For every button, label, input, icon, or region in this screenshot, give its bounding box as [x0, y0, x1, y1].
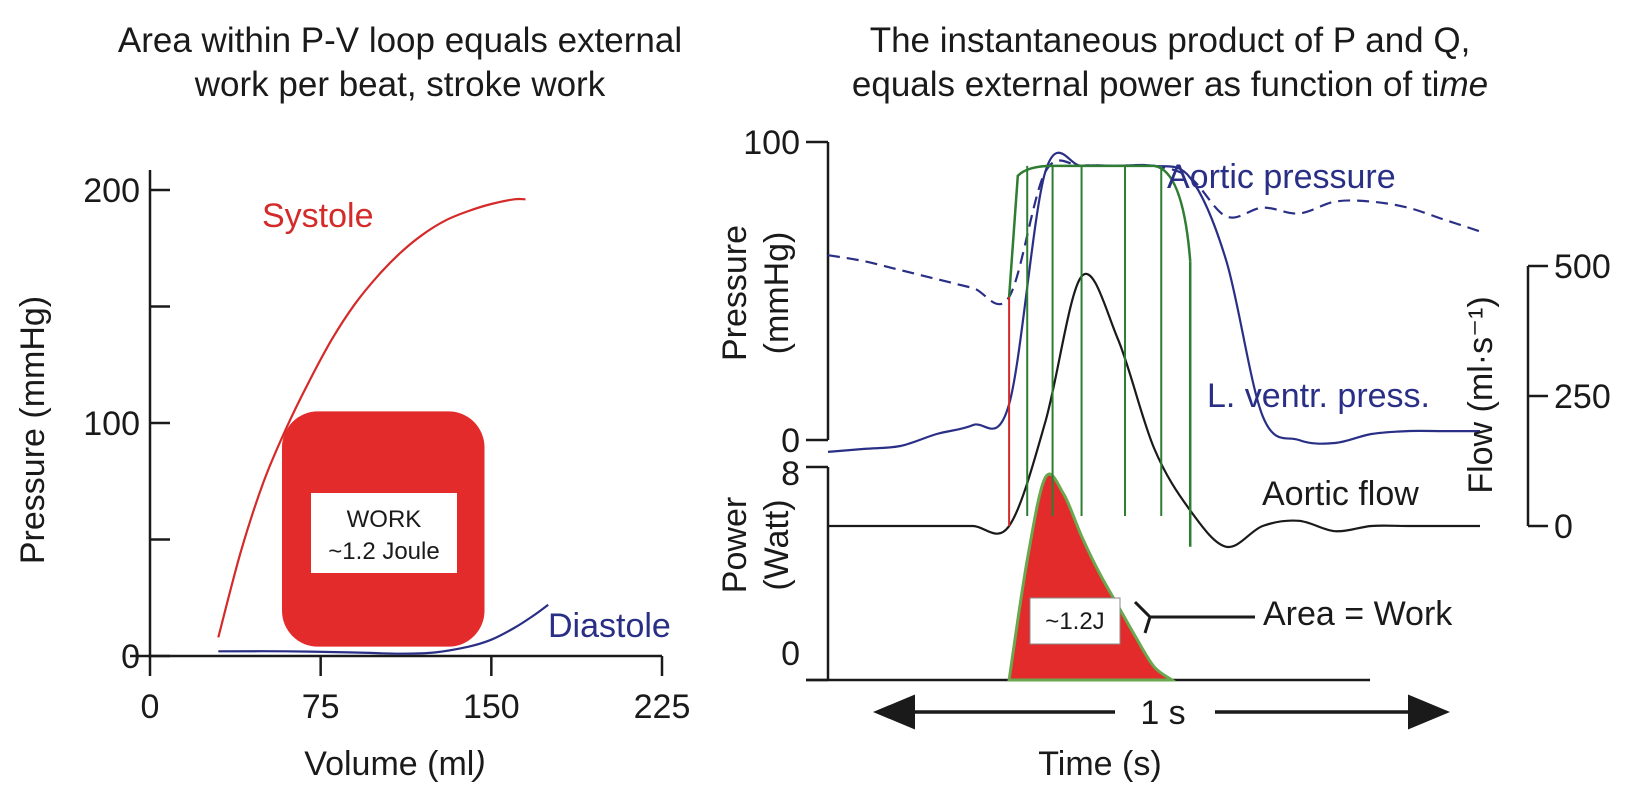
pv-x-tick-label: 150 — [463, 688, 520, 726]
power-value-box: ~1.2J — [1029, 597, 1121, 645]
label-aortic-pressure: Aortic pressure — [1167, 158, 1396, 196]
pv-ticks: 0 100 200 0 75 150 225 — [83, 172, 690, 726]
diastole-line — [218, 603, 549, 655]
power-y-tick-label: 8 — [781, 455, 800, 493]
label-lv-pressure: L. ventr. press. — [1207, 377, 1430, 415]
work-label-line1: WORK — [347, 506, 422, 533]
power-area-fill — [1007, 472, 1177, 682]
flow-y-tick-label: 0 — [1554, 508, 1573, 546]
pv-x-tick-label: 225 — [634, 688, 691, 726]
pv-y-tick-label: 100 — [83, 405, 140, 443]
flow-y-tick-label: 500 — [1554, 248, 1611, 286]
pv-title-line2: work per beat, stroke work — [194, 65, 606, 104]
systole-line — [217, 197, 526, 638]
work-label-line2: ~1.2 Joule — [328, 538, 439, 565]
pv-xlabel: Volume (ml) — [304, 745, 485, 783]
pv-ylabel: Pressure (mmHg) — [14, 296, 52, 564]
time-xlabel: Time (s) — [1038, 745, 1161, 783]
duration-label: 1 s — [1140, 694, 1185, 732]
pq-title-line2: equals external power as function of tim… — [852, 65, 1488, 104]
power-ylabel-line1: Power — [716, 497, 754, 593]
flow-ylabel: Flow (ml·s⁻¹) — [1462, 296, 1500, 493]
flow-y-tick-label: 250 — [1554, 378, 1611, 416]
pv-y-tick-label: 200 — [83, 172, 140, 210]
aortic-flow-line — [828, 272, 1480, 548]
pressure-y-tick-label: 0 — [781, 422, 800, 460]
pv-x-tick-label: 0 — [141, 688, 160, 726]
pv-title-line1: Area within P-V loop equals external — [118, 21, 682, 60]
label-area-work: Area = Work — [1263, 595, 1453, 633]
pq-lines — [827, 151, 1481, 548]
pressure-ylabel: Pressure (mmHg) — [716, 225, 796, 361]
power-value-label: ~1.2J — [1045, 608, 1104, 635]
pv-axes — [130, 170, 662, 658]
power-ylabel: Power (Watt) — [716, 497, 796, 593]
power-y-tick-label: 0 — [781, 635, 800, 673]
area-work-pointer — [1133, 600, 1255, 634]
pv-y-tick-label: 0 — [121, 638, 140, 676]
label-aortic-flow: Aortic flow — [1262, 475, 1419, 513]
pv-lines — [217, 197, 549, 655]
pressure-ylabel-line1: Pressure — [716, 225, 754, 361]
legend-systole: Systole — [262, 197, 374, 235]
power-ylabel-line2: (Watt) — [758, 499, 796, 590]
pq-title-line1: The instantaneous product of P and Q, — [870, 21, 1471, 60]
power-area — [1007, 472, 1177, 682]
pressure-ylabel-line2: (mmHg) — [758, 232, 796, 355]
ejection-envelope — [1007, 164, 1192, 298]
pv-x-tick-label: 75 — [302, 688, 340, 726]
pressure-y-tick-label: 100 — [743, 124, 800, 162]
legend-diastole: Diastole — [548, 607, 671, 645]
work-label-box: WORK ~1.2 Joule — [311, 493, 457, 573]
